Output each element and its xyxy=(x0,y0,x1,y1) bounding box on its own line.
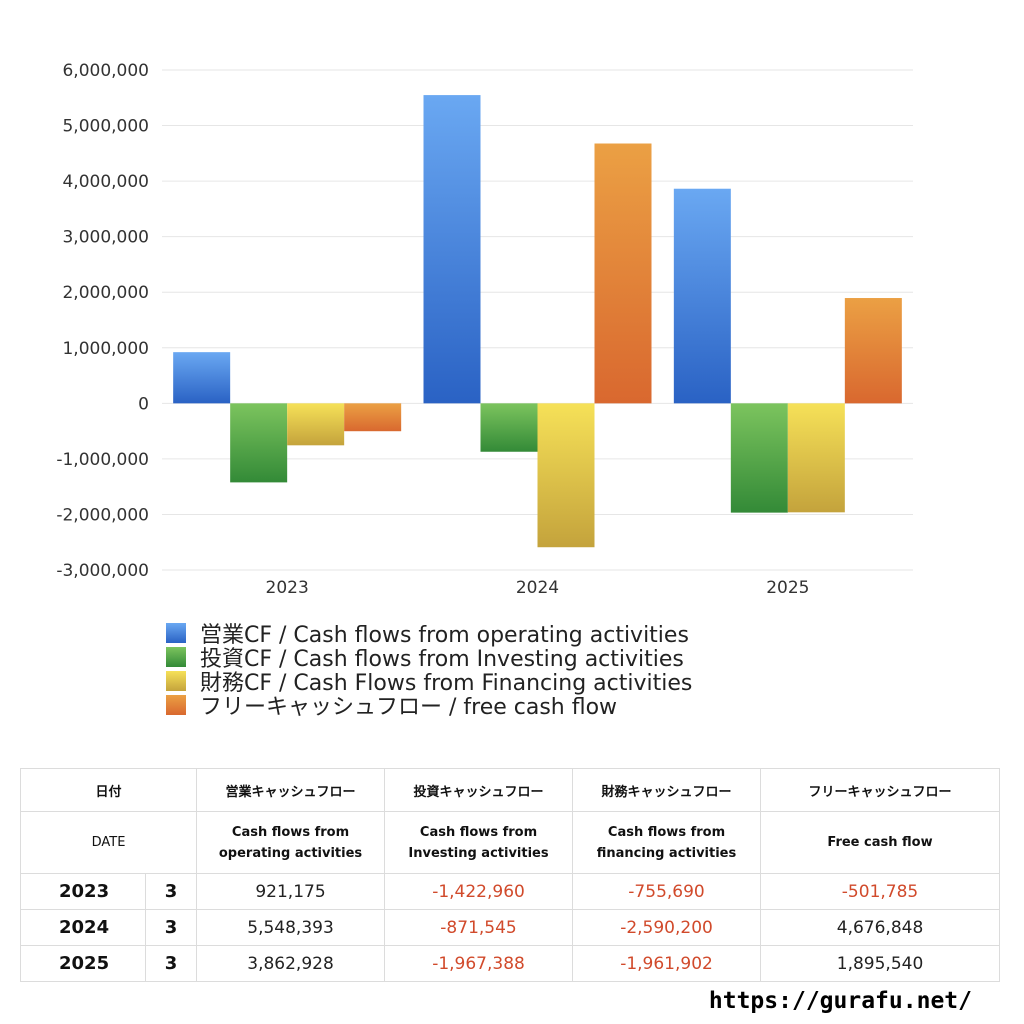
bar-2025-series-1 xyxy=(730,403,788,513)
row-year: 2024 xyxy=(20,909,146,946)
y-tick-label: -2,000,000 xyxy=(56,505,149,525)
cell-operating: 5,548,393 xyxy=(196,909,386,946)
cell-operating: 3,862,928 xyxy=(196,945,386,982)
header-operating-jp: 営業キャッシュフロー xyxy=(196,768,386,812)
cell-investing: -871,545 xyxy=(384,909,574,946)
legend-swatch-operating xyxy=(166,623,186,643)
bar-2025-series-0 xyxy=(673,188,731,404)
cell-investing: -1,422,960 xyxy=(384,873,574,910)
y-tick-label: 6,000,000 xyxy=(62,61,149,81)
header-free-en: Free cash flow xyxy=(760,811,1001,874)
header-operating-en: Cash flows from operating activities xyxy=(196,811,386,874)
header-financing-jp: 財務キャッシュフロー xyxy=(572,768,762,812)
y-tick-label: 2,000,000 xyxy=(62,283,149,303)
cell-financing: -1,961,902 xyxy=(572,945,762,982)
table-row: 2025 3 3,862,928 -1,967,388 -1,961,902 1… xyxy=(20,945,1001,982)
legend-swatch-financing xyxy=(166,671,186,691)
bar-2025-series-2 xyxy=(787,403,845,513)
row-year: 2025 xyxy=(20,945,146,982)
y-axis-ticks: 6,000,000 5,000,000 4,000,000 3,000,000 2,00… xyxy=(56,61,149,581)
bar-2024-series-3 xyxy=(594,143,652,404)
bars xyxy=(173,95,902,548)
header-date-en-label: DATE xyxy=(91,835,126,850)
header-investing-jp: 投資キャッシュフロー xyxy=(384,768,574,812)
header-financing-en: Cash flows from financing activities xyxy=(572,811,762,874)
bar-2024-series-0 xyxy=(423,95,481,404)
legend-item-operating: 営業CF / Cash flows from operating activit… xyxy=(166,621,692,648)
legend-label-free: フリーキャッシュフロー / free cash flow xyxy=(200,695,618,720)
y-tick-label: -1,000,000 xyxy=(56,450,149,470)
bar-2024-series-2 xyxy=(537,403,595,548)
y-tick-label: 3,000,000 xyxy=(62,228,149,248)
header-financing-en-line1: Cash flows from xyxy=(607,824,726,840)
y-tick-label: 4,000,000 xyxy=(62,172,149,192)
bar-2023-series-1 xyxy=(230,403,288,483)
bar-2023-series-3 xyxy=(344,403,402,432)
row-month: 3 xyxy=(144,945,198,982)
x-tick-label: 2023 xyxy=(266,578,309,598)
y-tick-label: 1,000,000 xyxy=(62,339,149,359)
legend-item-free: フリーキャッシュフロー / free cash flow xyxy=(166,693,692,720)
legend-label-operating: 営業CF / Cash flows from operating activit… xyxy=(200,623,689,648)
x-axis-ticks: 2023 2024 2025 xyxy=(266,578,810,598)
header-operating-en-line2: operating activities xyxy=(218,845,363,861)
chart-legend: 営業CF / Cash flows from operating activit… xyxy=(166,621,692,720)
bar-2023-series-2 xyxy=(287,403,345,446)
legend-item-financing: 財務CF / Cash Flows from Financing activit… xyxy=(166,669,692,696)
y-tick-label: 5,000,000 xyxy=(62,117,149,137)
legend-label-financing: 財務CF / Cash Flows from Financing activit… xyxy=(200,671,693,696)
bar-2025-series-3 xyxy=(844,298,902,404)
table-row: 2024 3 5,548,393 -871,545 -2,590,200 4,6… xyxy=(20,909,1001,946)
y-tick-label: 0 xyxy=(138,394,149,414)
header-free-jp: フリーキャッシュフロー xyxy=(760,768,1001,812)
legend-swatch-investing xyxy=(166,647,186,667)
table-header-row-en: DATE Cash flows from operating activities… xyxy=(19,811,1001,874)
cell-investing: -1,967,388 xyxy=(384,945,574,982)
cash-flow-bar-chart: 6,000,000 5,000,000 4,000,000 3,000,000 2,00… xyxy=(56,61,913,598)
header-investing-en-line2: Investing activities xyxy=(408,845,549,861)
row-year: 2023 xyxy=(20,873,146,910)
site-url[interactable]: https://gurafu.net/ xyxy=(708,988,972,1014)
table-header-row-jp: 日付 営業キャッシュフロー 投資キャッシュフロー 財務キャッシュフロー フリーキ… xyxy=(19,768,1001,812)
bar-2024-series-1 xyxy=(480,403,538,452)
legend-label-investing: 投資CF / Cash flows from Investing activit… xyxy=(200,647,684,672)
header-free-en-label: Free cash flow xyxy=(827,835,933,850)
row-month: 3 xyxy=(144,909,198,946)
header-investing-en-line1: Cash flows from xyxy=(419,824,538,840)
header-investing-en: Cash flows from Investing activities xyxy=(384,811,574,874)
bar-2023-series-0 xyxy=(173,352,231,404)
header-date-jp: 日付 xyxy=(19,768,198,812)
cell-free: 1,895,540 xyxy=(760,945,1001,982)
header-date-en: DATE xyxy=(19,811,198,874)
cell-free: -501,785 xyxy=(760,873,1001,910)
cell-financing: -755,690 xyxy=(572,873,762,910)
header-operating-en-line1: Cash flows from xyxy=(231,824,350,840)
cash-flow-table: 日付 営業キャッシュフロー 投資キャッシュフロー 財務キャッシュフロー フリーキ… xyxy=(19,768,1001,982)
y-tick-label: -3,000,000 xyxy=(56,561,149,581)
cell-financing: -2,590,200 xyxy=(572,909,762,946)
x-tick-label: 2025 xyxy=(766,578,809,598)
row-month: 3 xyxy=(144,873,198,910)
x-tick-label: 2024 xyxy=(516,578,559,598)
legend-swatch-free xyxy=(166,695,186,715)
cell-free: 4,676,848 xyxy=(760,909,1001,946)
table-row: 2023 3 921,175 -1,422,960 -755,690 -501,… xyxy=(20,873,1001,910)
header-financing-en-line2: financing activities xyxy=(596,845,737,861)
cell-operating: 921,175 xyxy=(196,873,386,910)
legend-item-investing: 投資CF / Cash flows from Investing activit… xyxy=(166,645,692,672)
